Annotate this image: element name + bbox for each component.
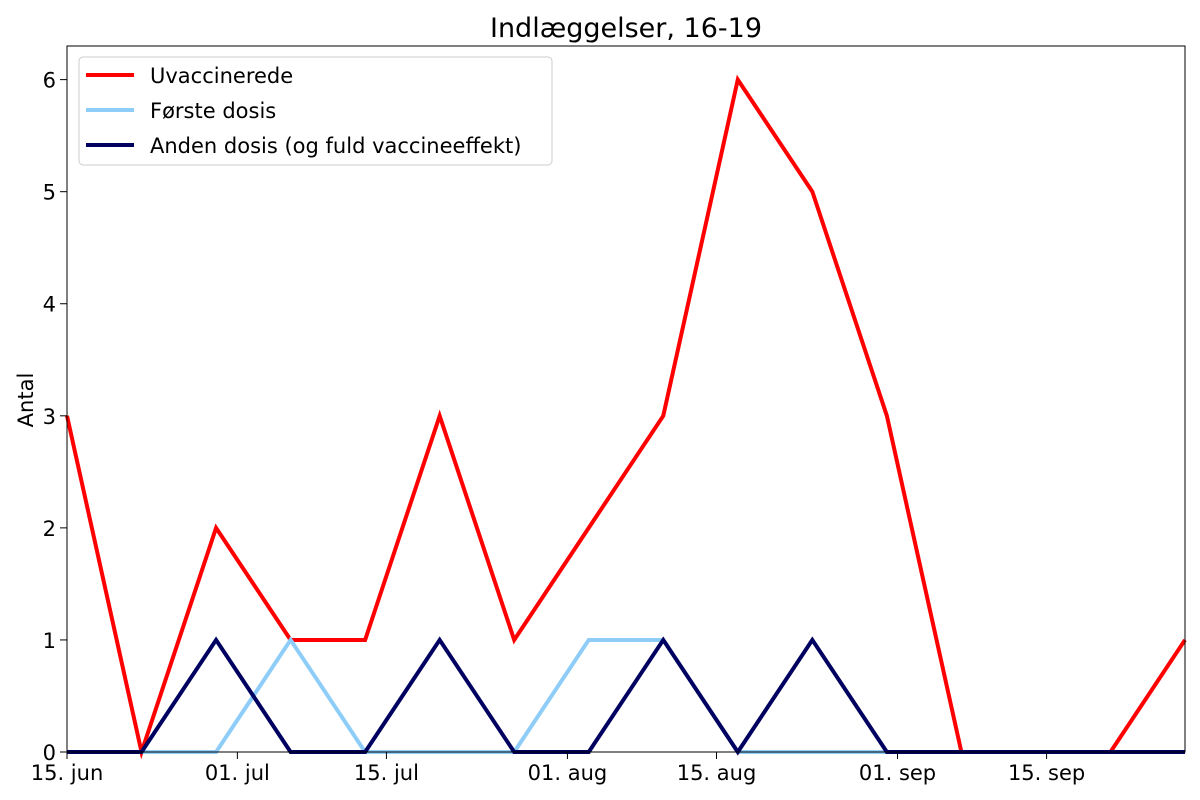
series-line-2 [67, 636, 1185, 756]
legend-label-2: Anden dosis (og fuld vaccineeffekt) [150, 134, 521, 158]
x-tick-label-0: 15. jun [31, 761, 104, 785]
chart-title: Indlæggelser, 16-19 [490, 13, 762, 44]
y-axis-label: Antal [14, 373, 38, 428]
y-tick-label-5: 5 [43, 181, 56, 205]
plot-frame [66, 45, 1186, 753]
x-tick-label-6: 15. sep [1008, 761, 1085, 785]
legend-box [78, 56, 553, 166]
y-tick-label-1: 1 [43, 629, 56, 653]
x-tick-label-5: 01. sep [859, 761, 936, 785]
y-tick-label-3: 3 [43, 405, 56, 429]
series-line-0 [65, 74, 1187, 760]
legend-label-0: Uvaccinerede [150, 64, 293, 88]
x-tick-label-4: 15. aug [677, 761, 757, 785]
x-axis-ticks: 15. jun 01. jul 15. jul 01. aug 15. aug 01. s… [31, 752, 1085, 785]
y-tick-label-6: 6 [43, 69, 56, 93]
y-tick-label-4: 4 [43, 293, 56, 317]
y-tick-label-2: 2 [43, 517, 56, 541]
y-tick-label-0: 0 [43, 741, 56, 765]
legend-label-1: Første dosis [150, 99, 276, 123]
plot-lines [65, 74, 1187, 760]
x-tick-label-2: 15. jul [354, 761, 419, 785]
legend: Uvaccinerede Første dosis Anden dosis (og … [78, 56, 553, 166]
x-tick-label-1: 01. jul [205, 761, 270, 785]
y-axis-ticks: 0 1 2 3 4 5 6 [43, 69, 67, 765]
x-tick-label-3: 01. aug [528, 761, 608, 785]
